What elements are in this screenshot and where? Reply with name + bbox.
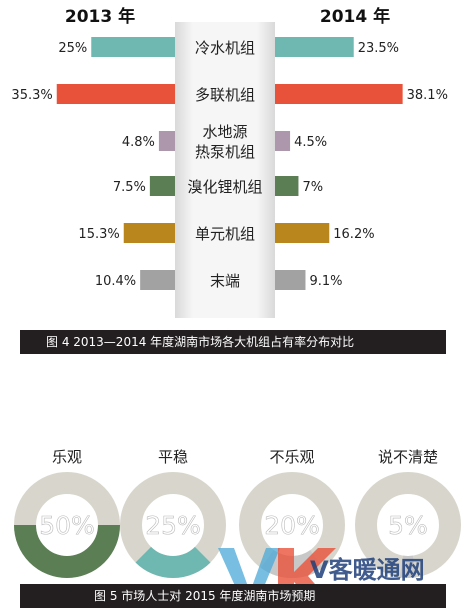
donut-title-0: 乐观 xyxy=(52,448,82,466)
category-label-3: 溴化锂机组 xyxy=(187,178,262,196)
donut-segment-0 xyxy=(14,524,120,578)
figure-5-caption: 图 5 市场人士对 2015 年度湖南市场预期 xyxy=(20,584,446,608)
figure-4-caption: 图 4 2013—2014 年度湖南市场各大机组占有率分布对比 xyxy=(20,330,446,354)
label-2014-5: 9.1% xyxy=(309,274,342,289)
label-2014-2: 4.5% xyxy=(294,135,327,150)
donut-title-1: 平稳 xyxy=(158,448,188,466)
label-2014-3: 7% xyxy=(302,180,323,195)
label-2014-1: 38.1% xyxy=(407,88,448,103)
label-2013-2: 4.8% xyxy=(122,135,155,150)
bar-2013-4 xyxy=(123,223,175,243)
donut-segment-3 xyxy=(399,555,417,578)
label-2014-4: 16.2% xyxy=(333,227,374,242)
label-2013-1: 35.3% xyxy=(11,88,52,103)
donut-value-1: 25% xyxy=(145,511,201,540)
label-2013-5: 10.4% xyxy=(95,274,136,289)
category-label-4: 单元机组 xyxy=(195,225,255,243)
bar-2013-0 xyxy=(91,37,175,57)
donut-value-2: 20% xyxy=(264,511,320,540)
bar-2014-2 xyxy=(275,131,291,151)
bar-2014-1 xyxy=(275,84,403,104)
bar-2014-4 xyxy=(275,223,330,243)
bar-2013-5 xyxy=(140,270,175,290)
bar-2014-0 xyxy=(275,37,354,57)
legend-2013: 2013 年 xyxy=(65,6,135,27)
donut-value-3: 5% xyxy=(388,511,428,540)
category-column-background xyxy=(175,22,275,318)
label-2013-3: 7.5% xyxy=(113,180,146,195)
legend-2014: 2014 年 xyxy=(320,6,390,27)
donut-value-0: 50% xyxy=(39,511,95,540)
donut-segment-1 xyxy=(135,546,211,578)
donut-title-3: 说不清楚 xyxy=(378,448,438,466)
bar-2014-5 xyxy=(275,270,306,290)
bar-2013-2 xyxy=(158,131,175,151)
bar-2013-3 xyxy=(149,176,175,196)
market-share-butterfly-chart: 2013 年 2014 年 25% 23.5% 冷水机组 35.3% 38.1% 多联机组 4.… xyxy=(11,6,448,318)
bar-2013-1 xyxy=(56,84,176,104)
label-2013-4: 15.3% xyxy=(78,227,119,242)
label-2013-0: 25% xyxy=(58,41,87,56)
donut-title-2: 不乐观 xyxy=(269,448,314,466)
label-2014-0: 23.5% xyxy=(358,41,399,56)
watermark-brand-text: V客暖通网 xyxy=(310,556,425,584)
category-label-0: 冷水机组 xyxy=(195,39,255,57)
category-label-2-1: 热泵机组 xyxy=(195,143,255,161)
category-label-5: 末端 xyxy=(210,272,240,290)
category-label-2-0: 水地源 xyxy=(202,123,247,141)
bar-2014-3 xyxy=(275,176,299,196)
category-label-1: 多联机组 xyxy=(195,86,255,104)
